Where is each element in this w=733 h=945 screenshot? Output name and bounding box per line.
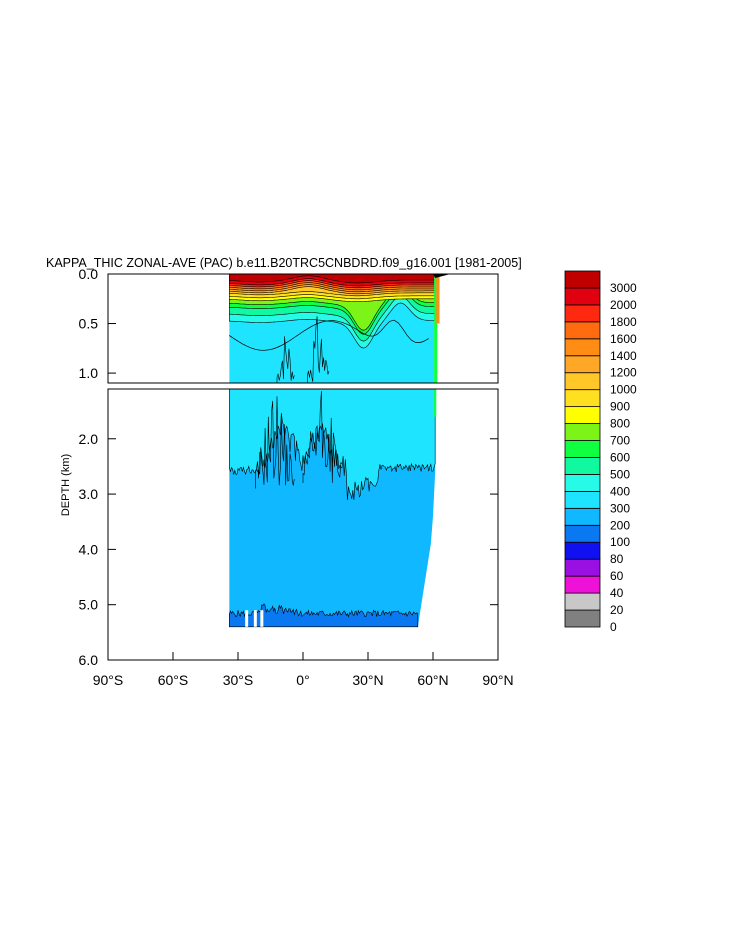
upper-spike-contour-a xyxy=(276,336,295,383)
colorbar-label: 600 xyxy=(610,450,630,464)
colorbar-swatch xyxy=(564,609,601,628)
seafloor-notch xyxy=(260,610,264,627)
axes: 0.0 0.5 1.0 2.0 3.0 4.0 5.0 6.0 90°S 60°S 30°S 0° 30… xyxy=(79,266,514,688)
colorbar-label: 100 xyxy=(610,535,630,549)
colorbar-label: 0 xyxy=(610,620,617,634)
lower-ocean-300-400 xyxy=(228,389,436,501)
colorbar-label: 200 xyxy=(610,518,630,532)
y-tick-label: 0.0 xyxy=(79,266,99,282)
upper-panel-field xyxy=(228,274,451,383)
colorbar-swatch xyxy=(564,321,601,340)
colorbar: 0 20 40 60 80 100 200 300 400 500 600 700 800 900 1000… xyxy=(564,270,637,634)
colorbar-label: 400 xyxy=(610,484,630,498)
lower-panel-field xyxy=(228,389,437,628)
colorbar-swatch xyxy=(564,575,601,594)
x-tick-label: 60°S xyxy=(158,672,189,688)
seafloor-notch xyxy=(245,610,249,627)
colorbar-swatch xyxy=(564,372,601,391)
x-tick-label: 30°N xyxy=(352,672,383,688)
colorbar-label: 1000 xyxy=(610,383,637,397)
seafloor-notch xyxy=(253,610,257,627)
colorbar-label: 2000 xyxy=(610,298,637,312)
colorbar-label: 1200 xyxy=(610,366,637,380)
lower-north-edge xyxy=(434,389,437,417)
x-tick-label: 60°N xyxy=(417,672,448,688)
colorbar-swatch xyxy=(564,558,601,577)
colorbar-label: 1800 xyxy=(610,315,637,329)
lower-spike-contour-a xyxy=(254,396,295,489)
y-tick-label: 1.0 xyxy=(79,365,99,381)
colorbar-swatch xyxy=(564,457,601,475)
x-tick-label: 90°N xyxy=(482,672,513,688)
chart-title: KAPPA_THIC ZONAL-AVE (PAC) b.e11.B20TRC5… xyxy=(46,256,522,270)
colorbar-swatch xyxy=(564,287,601,306)
colorbar-swatch xyxy=(564,541,601,560)
colorbar-label: 40 xyxy=(610,586,624,600)
colorbar-label: 3000 xyxy=(610,281,637,295)
lower-spike-contour-b xyxy=(302,391,343,484)
plot-area xyxy=(228,274,451,628)
y-tick-label: 2.0 xyxy=(79,431,99,447)
colorbar-swatch xyxy=(564,423,601,441)
x-tick-label: 30°S xyxy=(223,672,254,688)
colorbar-label: 20 xyxy=(610,603,624,617)
y-tick-label: 4.0 xyxy=(79,541,99,557)
colorbar-label: 60 xyxy=(610,569,624,583)
upper-contour-band xyxy=(228,274,436,284)
y-tick-label: 3.0 xyxy=(79,486,99,502)
colorbar-swatch xyxy=(564,507,601,526)
colorbar-swatch xyxy=(564,270,601,289)
colorbar-swatch xyxy=(564,338,601,357)
colorbar-swatch xyxy=(564,524,601,543)
upper-contour-line xyxy=(229,319,429,351)
colorbar-swatch xyxy=(564,474,601,492)
colorbar-swatch xyxy=(564,490,601,509)
upper-north-edge-green xyxy=(434,274,438,383)
upper-north-tip xyxy=(433,274,451,278)
colorbar-label: 1400 xyxy=(610,349,637,363)
colorbar-label: 800 xyxy=(610,417,630,431)
colorbar-swatch xyxy=(564,592,601,611)
x-tick-label: 90°S xyxy=(93,672,124,688)
colorbar-swatch xyxy=(564,406,601,424)
upper-north-edge-orange xyxy=(436,274,440,324)
y-tick-label: 0.5 xyxy=(79,316,99,332)
colorbar-swatch xyxy=(564,440,601,458)
y-axis-label: DEPTH (km) xyxy=(60,454,72,516)
colorbar-label: 80 xyxy=(610,552,624,566)
colorbar-label: 500 xyxy=(610,467,630,481)
colorbar-swatch xyxy=(564,304,601,323)
lower-abyss-100-200 xyxy=(228,603,419,628)
colorbar-swatch xyxy=(564,389,601,408)
colorbar-label: 1600 xyxy=(610,332,637,346)
upper-panel-frame xyxy=(107,273,499,384)
colorbar-label: 300 xyxy=(610,501,630,515)
x-tick-label: 0° xyxy=(296,672,309,688)
y-tick-label: 5.0 xyxy=(79,597,99,613)
colorbar-label: 700 xyxy=(610,434,630,448)
y-tick-label: 6.0 xyxy=(79,652,99,668)
colorbar-label: 900 xyxy=(610,400,630,414)
upper-spike-contour-b xyxy=(306,316,330,383)
colorbar-swatch xyxy=(564,355,601,374)
